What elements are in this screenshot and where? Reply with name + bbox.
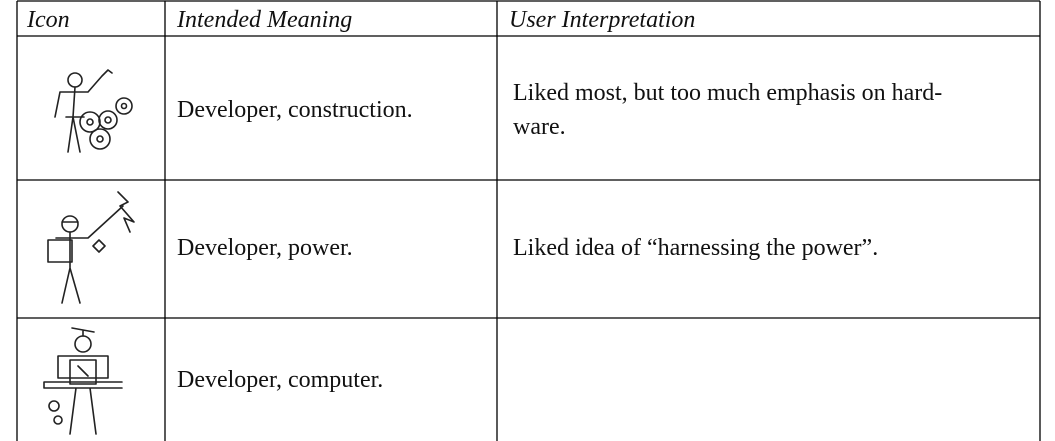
interpretation-line: ware.: [513, 114, 566, 140]
interpretation-line: Liked idea of “harnessing the power”.: [513, 235, 879, 261]
header-icon: Icon: [27, 7, 70, 33]
interpretation-line: Liked most, but too much emphasis on har…: [513, 80, 943, 106]
icon-power: [47, 191, 135, 304]
icon-computer: [43, 327, 123, 435]
meaning-text: Developer, construction.: [177, 97, 413, 123]
header-interpretation: User Interpretation: [509, 7, 696, 33]
meaning-text: Developer, power.: [177, 235, 353, 261]
icon-construction: [54, 69, 133, 153]
header-meaning: Intended Meaning: [177, 7, 353, 33]
meaning-text: Developer, computer.: [177, 367, 384, 393]
